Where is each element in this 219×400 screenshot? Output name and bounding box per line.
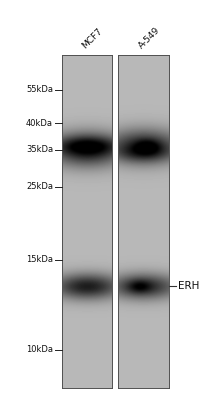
Text: 55kDa: 55kDa (26, 86, 53, 94)
Text: 25kDa: 25kDa (26, 182, 53, 191)
Text: A-549: A-549 (137, 25, 162, 50)
Text: 40kDa: 40kDa (26, 119, 53, 128)
Text: 15kDa: 15kDa (26, 255, 53, 264)
Text: ERH: ERH (178, 282, 199, 292)
Text: 35kDa: 35kDa (26, 146, 53, 154)
Text: 10kDa: 10kDa (26, 345, 53, 354)
Text: MCF7: MCF7 (81, 26, 105, 50)
